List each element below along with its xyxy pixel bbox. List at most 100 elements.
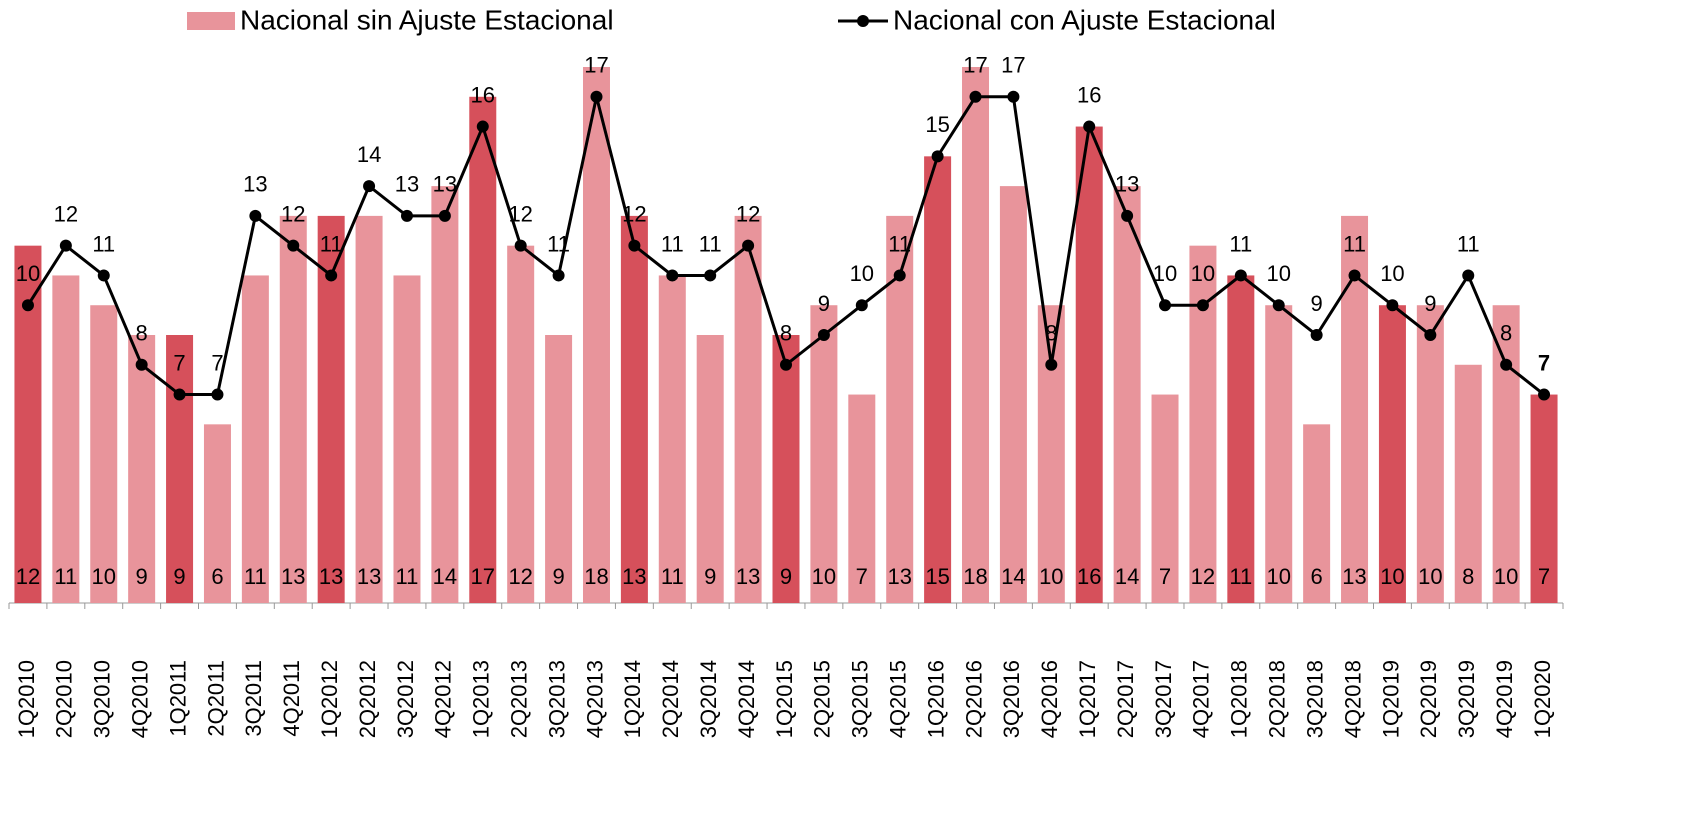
bar-value-label: 10 [1266,564,1290,589]
x-tick-label: 1Q2017 [1075,660,1100,738]
x-tick-label: 2Q2011 [203,660,228,737]
line-value-label: 8 [1045,321,1057,346]
line-value-label: 12 [508,201,532,226]
line-point [1386,299,1399,312]
line-value-label: 11 [1229,231,1252,256]
bar [1454,364,1482,603]
x-tick-label: 1Q2011 [165,660,190,737]
x-tick-label: 4Q2018 [1340,660,1365,738]
bar [962,67,990,603]
line-point [21,299,34,312]
bar-value-label: 11 [244,564,267,589]
line-point [969,90,982,103]
x-tick-label: 1Q2016 [923,660,948,738]
bar [696,335,724,603]
x-tick-label: 2Q2015 [810,660,835,738]
line-point [363,180,376,193]
bar-value-label: 11 [1229,564,1252,589]
line-point [1462,269,1475,282]
line-value-label: 10 [1380,261,1404,286]
bar-value-label: 7 [1538,564,1550,589]
line-value-label: 7 [173,350,185,375]
line-value-label: 7 [1538,350,1550,375]
line-value-label: 17 [584,53,608,78]
bar-value-label: 12 [16,564,40,589]
x-tick-label: 1Q2020 [1530,660,1555,738]
bar [924,156,952,604]
x-tick-label: 2Q2013 [506,660,531,738]
x-tick-label: 1Q2013 [469,660,494,738]
line-point [135,358,148,371]
line-point [1083,120,1096,133]
line-point [590,90,603,103]
line-point [666,269,679,282]
bar-value-label: 13 [887,564,911,589]
bar [203,424,231,603]
bar-value-label: 10 [1418,564,1442,589]
line-value-label: 11 [661,231,684,256]
bar-value-label: 13 [622,564,646,589]
line-point [173,388,186,401]
bar-value-label: 8 [1462,564,1474,589]
bar-value-label: 16 [1077,564,1101,589]
line-point [400,209,413,222]
line-value-label: 11 [888,231,911,256]
bar [1151,394,1179,603]
line-point [287,239,300,252]
legend-swatch [187,12,235,30]
line-point [1424,329,1437,341]
x-tick-label: 1Q2019 [1378,660,1403,738]
bar-value-label: 11 [661,564,684,589]
line-point [855,299,868,312]
line-point [1348,269,1361,282]
bar [1492,305,1520,603]
bar [393,275,421,603]
x-tick-label: 1Q2018 [1227,660,1252,738]
line-point [211,388,224,401]
x-tick-label: 2Q2019 [1416,660,1441,738]
line-point [817,329,830,341]
x-tick-label: 1Q2010 [14,660,39,738]
x-tick-label: 2Q2014 [658,660,683,738]
x-tick-label: 1Q2014 [620,660,645,738]
legend-swatch [857,15,869,27]
legend-label: Nacional con Ajuste Estacional [893,4,1276,35]
bar [1416,305,1444,603]
line-point [1121,209,1134,222]
bar [1378,305,1406,603]
bar-value-label: 10 [1380,564,1404,589]
bar-value-label: 14 [1115,564,1139,589]
line-point [1234,269,1247,282]
bar [507,245,535,603]
x-tick-label: 3Q2018 [1302,660,1327,738]
line-point [893,269,906,282]
bar-value-label: 12 [508,564,532,589]
line-value-label: 14 [357,142,381,167]
bar [1530,394,1558,603]
line-value-label: 11 [320,231,343,256]
line-value-label: 10 [1153,261,1177,286]
bar [582,67,610,603]
x-tick-label: 3Q2013 [544,660,569,738]
line-value-label: 9 [818,291,830,316]
x-tick-label: 3Q2010 [90,660,115,738]
bar-value-label: 15 [925,564,949,589]
bar [1227,275,1255,603]
bar [734,215,762,603]
line-value-label: 8 [1500,321,1512,346]
line-point [97,269,110,282]
bar-value-label: 6 [1311,564,1323,589]
bar-value-label: 10 [812,564,836,589]
line-value-label: 17 [1001,53,1025,78]
bar [128,335,156,603]
bar [279,215,307,603]
bar-value-label: 14 [1001,564,1025,589]
line-point [1045,358,1058,371]
x-tick-label: 2Q2016 [961,660,986,738]
line-point [704,269,717,282]
line-value-label: 13 [433,172,457,197]
line-point [1196,299,1209,312]
line-value-label: 10 [850,261,874,286]
bar-value-label: 18 [963,564,987,589]
line-value-label: 7 [211,350,223,375]
